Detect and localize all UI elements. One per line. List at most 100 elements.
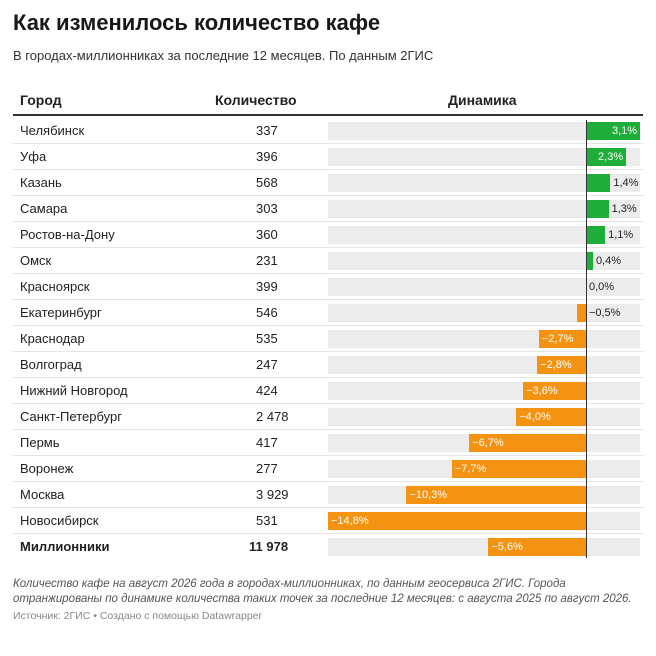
value-bar [469, 434, 586, 452]
row-separator [13, 455, 643, 456]
row-separator [13, 247, 643, 248]
bar-track [328, 408, 640, 426]
value-bar [516, 408, 586, 426]
row-city: Казань [20, 175, 62, 190]
value-label: −2,7% [541, 333, 574, 345]
value-label: −4,0% [519, 411, 551, 423]
row-separator [13, 377, 643, 378]
table-row: Казань 568 [13, 170, 643, 196]
row-city: Красноярск [20, 279, 90, 294]
row-city: Москва [20, 487, 65, 502]
chart-subtitle: В городах-миллионниках за последние 12 м… [13, 48, 434, 63]
zero-axis-line [586, 120, 587, 558]
row-separator [13, 403, 643, 404]
value-bar [577, 304, 586, 322]
table-row: Нижний Новгород 424 [13, 378, 643, 404]
value-bar [451, 460, 586, 478]
value-label: −10,3% [409, 489, 448, 501]
row-count: 396 [256, 149, 278, 164]
table-row: Москва 3 929 [13, 482, 643, 508]
bar-track [328, 122, 640, 140]
row-separator [13, 507, 643, 508]
value-label: 1,1% [608, 229, 634, 241]
row-count: 535 [256, 331, 278, 346]
row-city: Ростов-на-Дону [20, 227, 115, 242]
value-label: 2,3% [598, 151, 624, 163]
bar-track [328, 278, 640, 296]
table-row: Екатеринбург 546 [13, 300, 643, 326]
header-divider [13, 114, 643, 116]
row-count: 337 [256, 123, 278, 138]
row-separator [13, 221, 643, 222]
table-row: Воронеж 277 [13, 456, 643, 482]
row-count: 424 [256, 383, 278, 398]
row-count: 231 [256, 253, 278, 268]
value-bar [406, 486, 586, 504]
row-separator [13, 351, 643, 352]
table-row: Пермь 417 [13, 430, 643, 456]
row-city: Краснодар [20, 331, 85, 346]
value-bar [523, 382, 586, 400]
value-bar [538, 330, 586, 348]
bar-track [328, 174, 640, 192]
table-row: Санкт-Петербург 2 478 [13, 404, 643, 430]
header-city: Город [20, 92, 62, 108]
source-line: Источник: 2ГИС • Создано с помощью Dataw… [13, 610, 263, 622]
row-count: 399 [256, 279, 278, 294]
value-label: −0,5% [588, 307, 621, 319]
row-count: 277 [256, 461, 278, 476]
row-city: Уфа [20, 149, 47, 164]
row-city: Омск [20, 253, 52, 268]
row-count: 11 978 [249, 539, 289, 554]
value-label: 0,0% [588, 281, 615, 293]
table-row: Красноярск 399 [13, 274, 643, 300]
value-label: 0,4% [595, 255, 622, 267]
row-separator [13, 195, 643, 196]
value-bar [488, 538, 586, 556]
table-row: Уфа 396 [13, 144, 643, 170]
value-bar [585, 252, 593, 270]
table-row: Новосибирск 531 [13, 508, 643, 534]
row-city: Воронеж [20, 461, 74, 476]
row-count: 2 478 [256, 409, 289, 424]
row-separator [13, 143, 643, 144]
row-count: 360 [256, 227, 278, 242]
row-count: 531 [256, 513, 278, 528]
value-label: −14,8% [331, 515, 369, 527]
row-city: Челябинск [20, 123, 85, 138]
table-row: Миллионники 11 978 [13, 534, 643, 560]
bar-track [328, 200, 640, 218]
row-count: 3 929 [256, 487, 289, 502]
value-bar [537, 356, 586, 374]
row-city: Новосибирск [20, 513, 99, 528]
bar-track [328, 330, 640, 348]
table-row: Омск 231 [13, 248, 643, 274]
row-city: Пермь [20, 435, 60, 450]
value-bar [585, 174, 611, 192]
row-city: Волгоград [20, 357, 82, 372]
bar-track [328, 148, 640, 166]
row-separator [13, 533, 643, 534]
row-city: Миллионники [20, 539, 110, 554]
value-label: −5,6% [491, 541, 523, 553]
row-city: Екатеринбург [20, 305, 102, 320]
row-city: Самара [20, 201, 68, 216]
row-count: 247 [256, 357, 278, 372]
value-bar [585, 200, 609, 218]
value-bar [585, 226, 606, 244]
value-label: 1,3% [611, 203, 637, 215]
row-separator [13, 299, 643, 300]
row-city: Нижний Новгород [20, 383, 128, 398]
row-count: 568 [256, 175, 278, 190]
table-row: Самара 303 [13, 196, 643, 222]
table-row: Краснодар 535 [13, 326, 643, 352]
bar-track [328, 538, 640, 556]
row-separator [13, 325, 643, 326]
bar-track [328, 382, 640, 400]
value-label: −6,7% [472, 437, 504, 449]
bar-track [328, 252, 640, 270]
table-row: Челябинск 337 [13, 118, 643, 144]
value-label: −7,7% [454, 463, 487, 475]
value-label: 1,4% [613, 177, 639, 189]
row-city: Санкт-Петербург [20, 409, 122, 424]
